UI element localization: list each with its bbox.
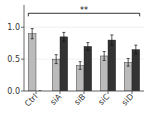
error-cap bbox=[62, 32, 65, 33]
error-cap bbox=[79, 61, 82, 62]
error-cap bbox=[62, 41, 65, 42]
error-bar bbox=[127, 59, 130, 67]
grid-line bbox=[24, 27, 144, 28]
x-tick bbox=[132, 91, 133, 94]
bar bbox=[28, 34, 36, 91]
y-tick-label: 0.0 bbox=[7, 87, 20, 96]
error-bar bbox=[55, 55, 58, 64]
x-tick bbox=[60, 91, 61, 94]
error-cap bbox=[79, 69, 82, 70]
error-bar bbox=[79, 62, 82, 70]
error-line bbox=[87, 43, 88, 51]
error-cap bbox=[86, 42, 89, 43]
x-tick bbox=[108, 91, 109, 94]
bar bbox=[100, 56, 108, 91]
error-cap bbox=[103, 51, 106, 52]
error-cap bbox=[134, 54, 137, 55]
chart-container: 0.0 0.5 1.0 CtrlsiA siB siC siD ** bbox=[0, 0, 149, 113]
error-cap bbox=[55, 63, 58, 64]
x-tick-label: Ctrl bbox=[23, 92, 39, 108]
error-cap bbox=[110, 45, 113, 46]
error-bar bbox=[134, 45, 137, 54]
error-bar bbox=[62, 32, 65, 41]
error-cap bbox=[31, 28, 34, 29]
x-tick bbox=[84, 91, 85, 94]
error-line bbox=[32, 29, 33, 39]
error-cap bbox=[55, 54, 58, 55]
error-cap bbox=[31, 38, 34, 39]
bar bbox=[132, 50, 140, 91]
error-cap bbox=[127, 66, 130, 67]
bar bbox=[108, 40, 116, 91]
error-cap bbox=[110, 34, 113, 35]
error-line bbox=[56, 55, 57, 64]
x-tick-label: siA bbox=[49, 92, 64, 107]
error-cap bbox=[103, 60, 106, 61]
x-tick-label: siB bbox=[73, 92, 88, 107]
y-tick-label: 1.0 bbox=[7, 23, 20, 32]
error-bar bbox=[103, 52, 106, 61]
annotation: ** bbox=[80, 6, 88, 15]
y-tick bbox=[21, 59, 24, 60]
error-line bbox=[128, 59, 129, 67]
x-tick bbox=[36, 91, 37, 94]
error-line bbox=[135, 45, 136, 54]
error-line bbox=[63, 32, 64, 41]
bar bbox=[60, 37, 68, 91]
error-line bbox=[104, 52, 105, 61]
error-bar bbox=[31, 29, 34, 39]
plot-area bbox=[28, 29, 139, 91]
x-tick-label: siD bbox=[120, 92, 135, 107]
error-cap bbox=[86, 50, 89, 51]
bar bbox=[52, 59, 60, 91]
y-tick bbox=[21, 27, 24, 28]
y-tick bbox=[21, 91, 24, 92]
y-axis bbox=[24, 5, 25, 91]
error-cap bbox=[134, 45, 137, 46]
error-line bbox=[111, 35, 112, 45]
y-tick-label: 0.5 bbox=[7, 55, 20, 64]
error-bar bbox=[86, 43, 89, 51]
bar bbox=[84, 46, 92, 91]
error-bar bbox=[110, 35, 113, 45]
error-cap bbox=[127, 58, 130, 59]
error-line bbox=[80, 62, 81, 70]
x-tick-label: siC bbox=[97, 92, 112, 107]
bar bbox=[76, 66, 84, 91]
bar bbox=[124, 62, 132, 91]
chart: 0.0 0.5 1.0 CtrlsiA siB siC siD ** bbox=[0, 0, 149, 113]
